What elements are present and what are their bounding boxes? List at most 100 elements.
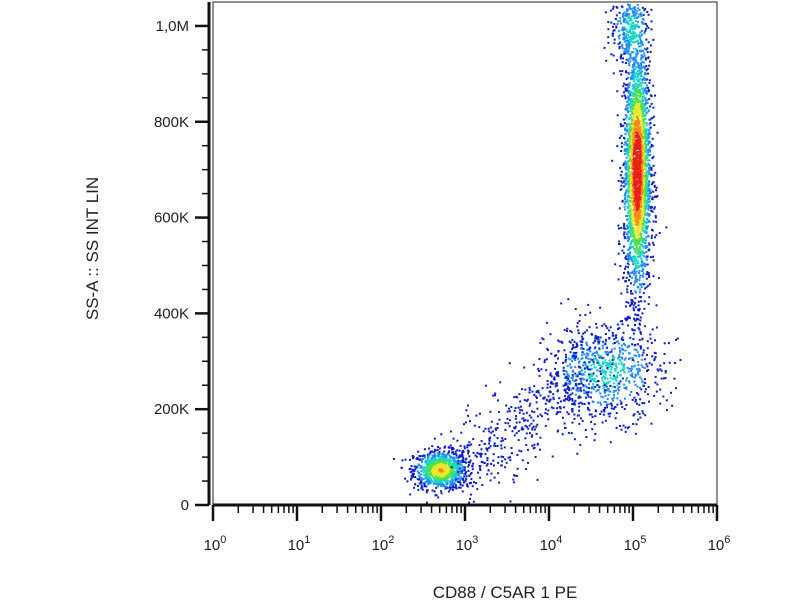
event-point xyxy=(635,266,638,269)
event-point xyxy=(591,383,594,386)
event-point xyxy=(632,164,635,167)
event-point xyxy=(470,443,473,446)
event-point xyxy=(657,277,660,280)
event-point xyxy=(633,165,636,168)
event-point xyxy=(624,196,627,199)
event-point xyxy=(445,468,448,471)
event-point xyxy=(646,153,649,156)
event-point xyxy=(644,378,646,381)
event-point xyxy=(546,413,549,416)
event-point xyxy=(482,430,485,433)
event-point xyxy=(628,147,631,150)
event-point xyxy=(400,466,403,469)
event-point xyxy=(573,352,576,355)
event-point xyxy=(649,141,652,144)
event-point xyxy=(615,26,618,29)
event-point xyxy=(640,134,643,137)
event-point xyxy=(632,188,635,191)
event-point xyxy=(641,251,644,254)
event-point xyxy=(626,88,629,91)
event-point xyxy=(634,239,637,242)
event-point xyxy=(404,477,407,480)
event-point xyxy=(639,398,642,401)
event-point xyxy=(578,320,581,322)
event-point xyxy=(447,490,450,493)
event-point xyxy=(644,144,647,147)
event-point xyxy=(433,481,436,483)
event-point xyxy=(612,399,615,402)
event-point xyxy=(634,383,637,386)
event-point xyxy=(449,470,452,473)
event-point xyxy=(623,20,625,23)
event-point xyxy=(585,357,588,360)
event-point xyxy=(443,466,446,469)
event-point xyxy=(651,196,654,199)
event-point xyxy=(653,359,656,362)
event-point xyxy=(646,245,649,248)
event-point xyxy=(412,457,414,460)
event-point xyxy=(628,90,631,93)
event-point xyxy=(624,97,627,100)
event-point xyxy=(648,184,651,187)
event-point xyxy=(521,417,524,420)
event-point xyxy=(651,229,654,232)
event-point xyxy=(630,78,633,81)
event-point xyxy=(628,159,631,162)
event-point xyxy=(629,257,632,260)
event-point xyxy=(621,181,624,184)
event-point xyxy=(629,30,632,33)
event-point xyxy=(634,248,637,251)
event-point xyxy=(494,427,497,430)
event-point xyxy=(631,224,634,227)
event-point xyxy=(651,328,654,331)
event-point xyxy=(648,170,651,172)
event-point xyxy=(561,416,564,419)
event-point xyxy=(585,367,588,370)
event-point xyxy=(581,402,584,405)
event-point xyxy=(437,458,440,461)
event-point xyxy=(644,88,646,91)
event-point xyxy=(643,178,646,181)
event-point xyxy=(600,410,603,413)
event-point xyxy=(513,434,516,437)
event-point xyxy=(588,383,590,386)
event-point xyxy=(555,354,558,357)
event-point xyxy=(463,445,466,448)
event-point xyxy=(610,350,613,353)
event-point xyxy=(497,461,500,464)
event-point xyxy=(472,438,475,441)
event-point xyxy=(543,361,546,364)
event-point xyxy=(630,51,633,54)
event-point xyxy=(429,462,432,465)
event-point xyxy=(641,264,644,267)
event-point xyxy=(627,272,630,275)
event-point xyxy=(641,105,644,108)
event-point xyxy=(544,402,547,405)
event-point xyxy=(413,465,416,468)
event-point xyxy=(450,466,453,469)
event-point xyxy=(611,356,614,359)
event-point xyxy=(629,243,632,246)
event-point xyxy=(633,217,636,220)
event-point xyxy=(427,483,430,486)
event-point xyxy=(646,187,649,190)
event-point xyxy=(633,259,636,262)
event-point xyxy=(457,473,460,476)
event-point xyxy=(631,113,634,115)
event-point xyxy=(613,367,616,370)
event-point xyxy=(628,16,631,19)
event-point xyxy=(648,129,651,132)
event-point xyxy=(495,428,498,431)
event-point xyxy=(631,292,634,295)
event-point xyxy=(434,494,437,497)
event-point xyxy=(629,255,631,258)
event-point xyxy=(567,374,570,377)
event-point xyxy=(428,452,431,455)
event-point xyxy=(630,110,633,113)
event-point xyxy=(575,343,578,346)
event-point xyxy=(643,32,646,35)
event-point xyxy=(478,426,481,429)
event-point xyxy=(635,211,638,214)
event-point xyxy=(524,437,527,440)
event-point xyxy=(644,128,647,131)
